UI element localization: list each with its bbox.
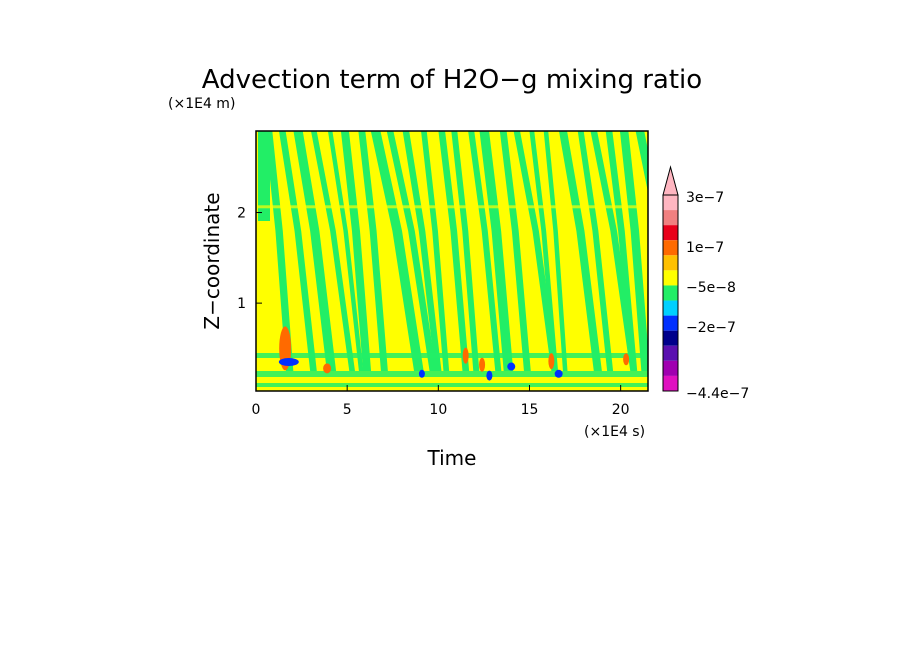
colorbar-segment (663, 375, 678, 391)
heatmap-band (543, 131, 568, 371)
heatmap-band (577, 131, 614, 371)
heatmap-band (258, 131, 270, 221)
colorbar-segment (663, 300, 678, 316)
colorbar-segment (663, 195, 678, 211)
heatmap-field (256, 131, 648, 391)
heatmap-band (605, 131, 638, 371)
colorbar-segment (663, 270, 678, 286)
x-tick-label: 0 (252, 402, 261, 418)
heatmap-band (386, 131, 437, 371)
colorbar-segment (663, 360, 678, 376)
heatmap-band (402, 131, 442, 371)
heatmap-band (293, 131, 337, 371)
heatmap-band (619, 131, 648, 371)
heatmap-band (421, 131, 450, 371)
x-unit-label: (×1E4 s) (584, 424, 645, 440)
heatmap-spot (548, 353, 555, 370)
heatmap-spot (507, 362, 516, 371)
heatmap-spot (479, 357, 486, 372)
heatmap-band (256, 353, 648, 358)
colorbar-segment (663, 345, 678, 361)
x-axis-title: Time (427, 446, 477, 470)
colorbar-label: 3e−7 (686, 190, 724, 206)
x-tick-label: 10 (429, 402, 447, 418)
heatmap-spot (623, 353, 630, 366)
plot-frame (255, 130, 649, 392)
heatmap-band (310, 131, 355, 371)
heatmap-band (529, 131, 559, 371)
heatmap-band (256, 371, 648, 377)
colorbar-segment (663, 225, 678, 241)
colorbar-label: −2e−7 (686, 320, 736, 336)
heatmap-band (256, 205, 648, 209)
y-axis-title: Z−coordinate (200, 192, 224, 329)
heatmap-spot (462, 347, 469, 364)
heatmap-band (278, 131, 317, 371)
y-unit-label: (×1E4 m) (168, 96, 235, 112)
heatmap-band (256, 383, 648, 387)
heatmap-band (370, 131, 424, 371)
heatmap-band (513, 131, 558, 371)
heatmap-band (264, 131, 294, 371)
colorbar-segment (663, 255, 678, 271)
colorbar-label: −5e−8 (686, 280, 736, 296)
heatmap-band (468, 131, 502, 371)
colorbar-label: 1e−7 (686, 240, 724, 256)
colorbar-label: −4.4e−7 (686, 386, 749, 402)
x-tick-label: 5 (343, 402, 352, 418)
y-tick-label: 1 (237, 296, 246, 312)
colorbar-extend-arrow (662, 165, 679, 196)
heatmap-band (635, 131, 648, 193)
colorbar: 3e−7 1e−7 −5e−8 −2e−7 −4.4e−7 (662, 165, 749, 402)
heatmap-band (499, 131, 531, 371)
heatmap-band (438, 131, 470, 371)
colorbar-segment (663, 330, 678, 346)
colorbar-segment (663, 240, 678, 256)
heatmap-band (340, 131, 372, 371)
heatmap-band (479, 131, 514, 371)
heatmap-band (558, 131, 602, 371)
colorbar-segment (663, 315, 678, 331)
heatmap-band (358, 131, 388, 371)
heatmap-band (451, 131, 480, 371)
heatmap-spot (278, 358, 299, 367)
x-tick-label: 20 (612, 402, 630, 418)
heatmap-spot (323, 363, 332, 374)
heatmap-band (327, 131, 364, 371)
x-tick-label: 15 (521, 402, 539, 418)
y-tick-label: 2 (237, 206, 246, 222)
colorbar-segment (663, 285, 678, 301)
colorbar-segment (663, 210, 678, 226)
heatmap-spot (554, 369, 563, 378)
heatmap-spot (486, 370, 493, 381)
colorbar-frame (662, 194, 679, 392)
chart-title: Advection term of H2O−g mixing ratio (202, 65, 702, 95)
heatmap-spot (418, 369, 425, 378)
